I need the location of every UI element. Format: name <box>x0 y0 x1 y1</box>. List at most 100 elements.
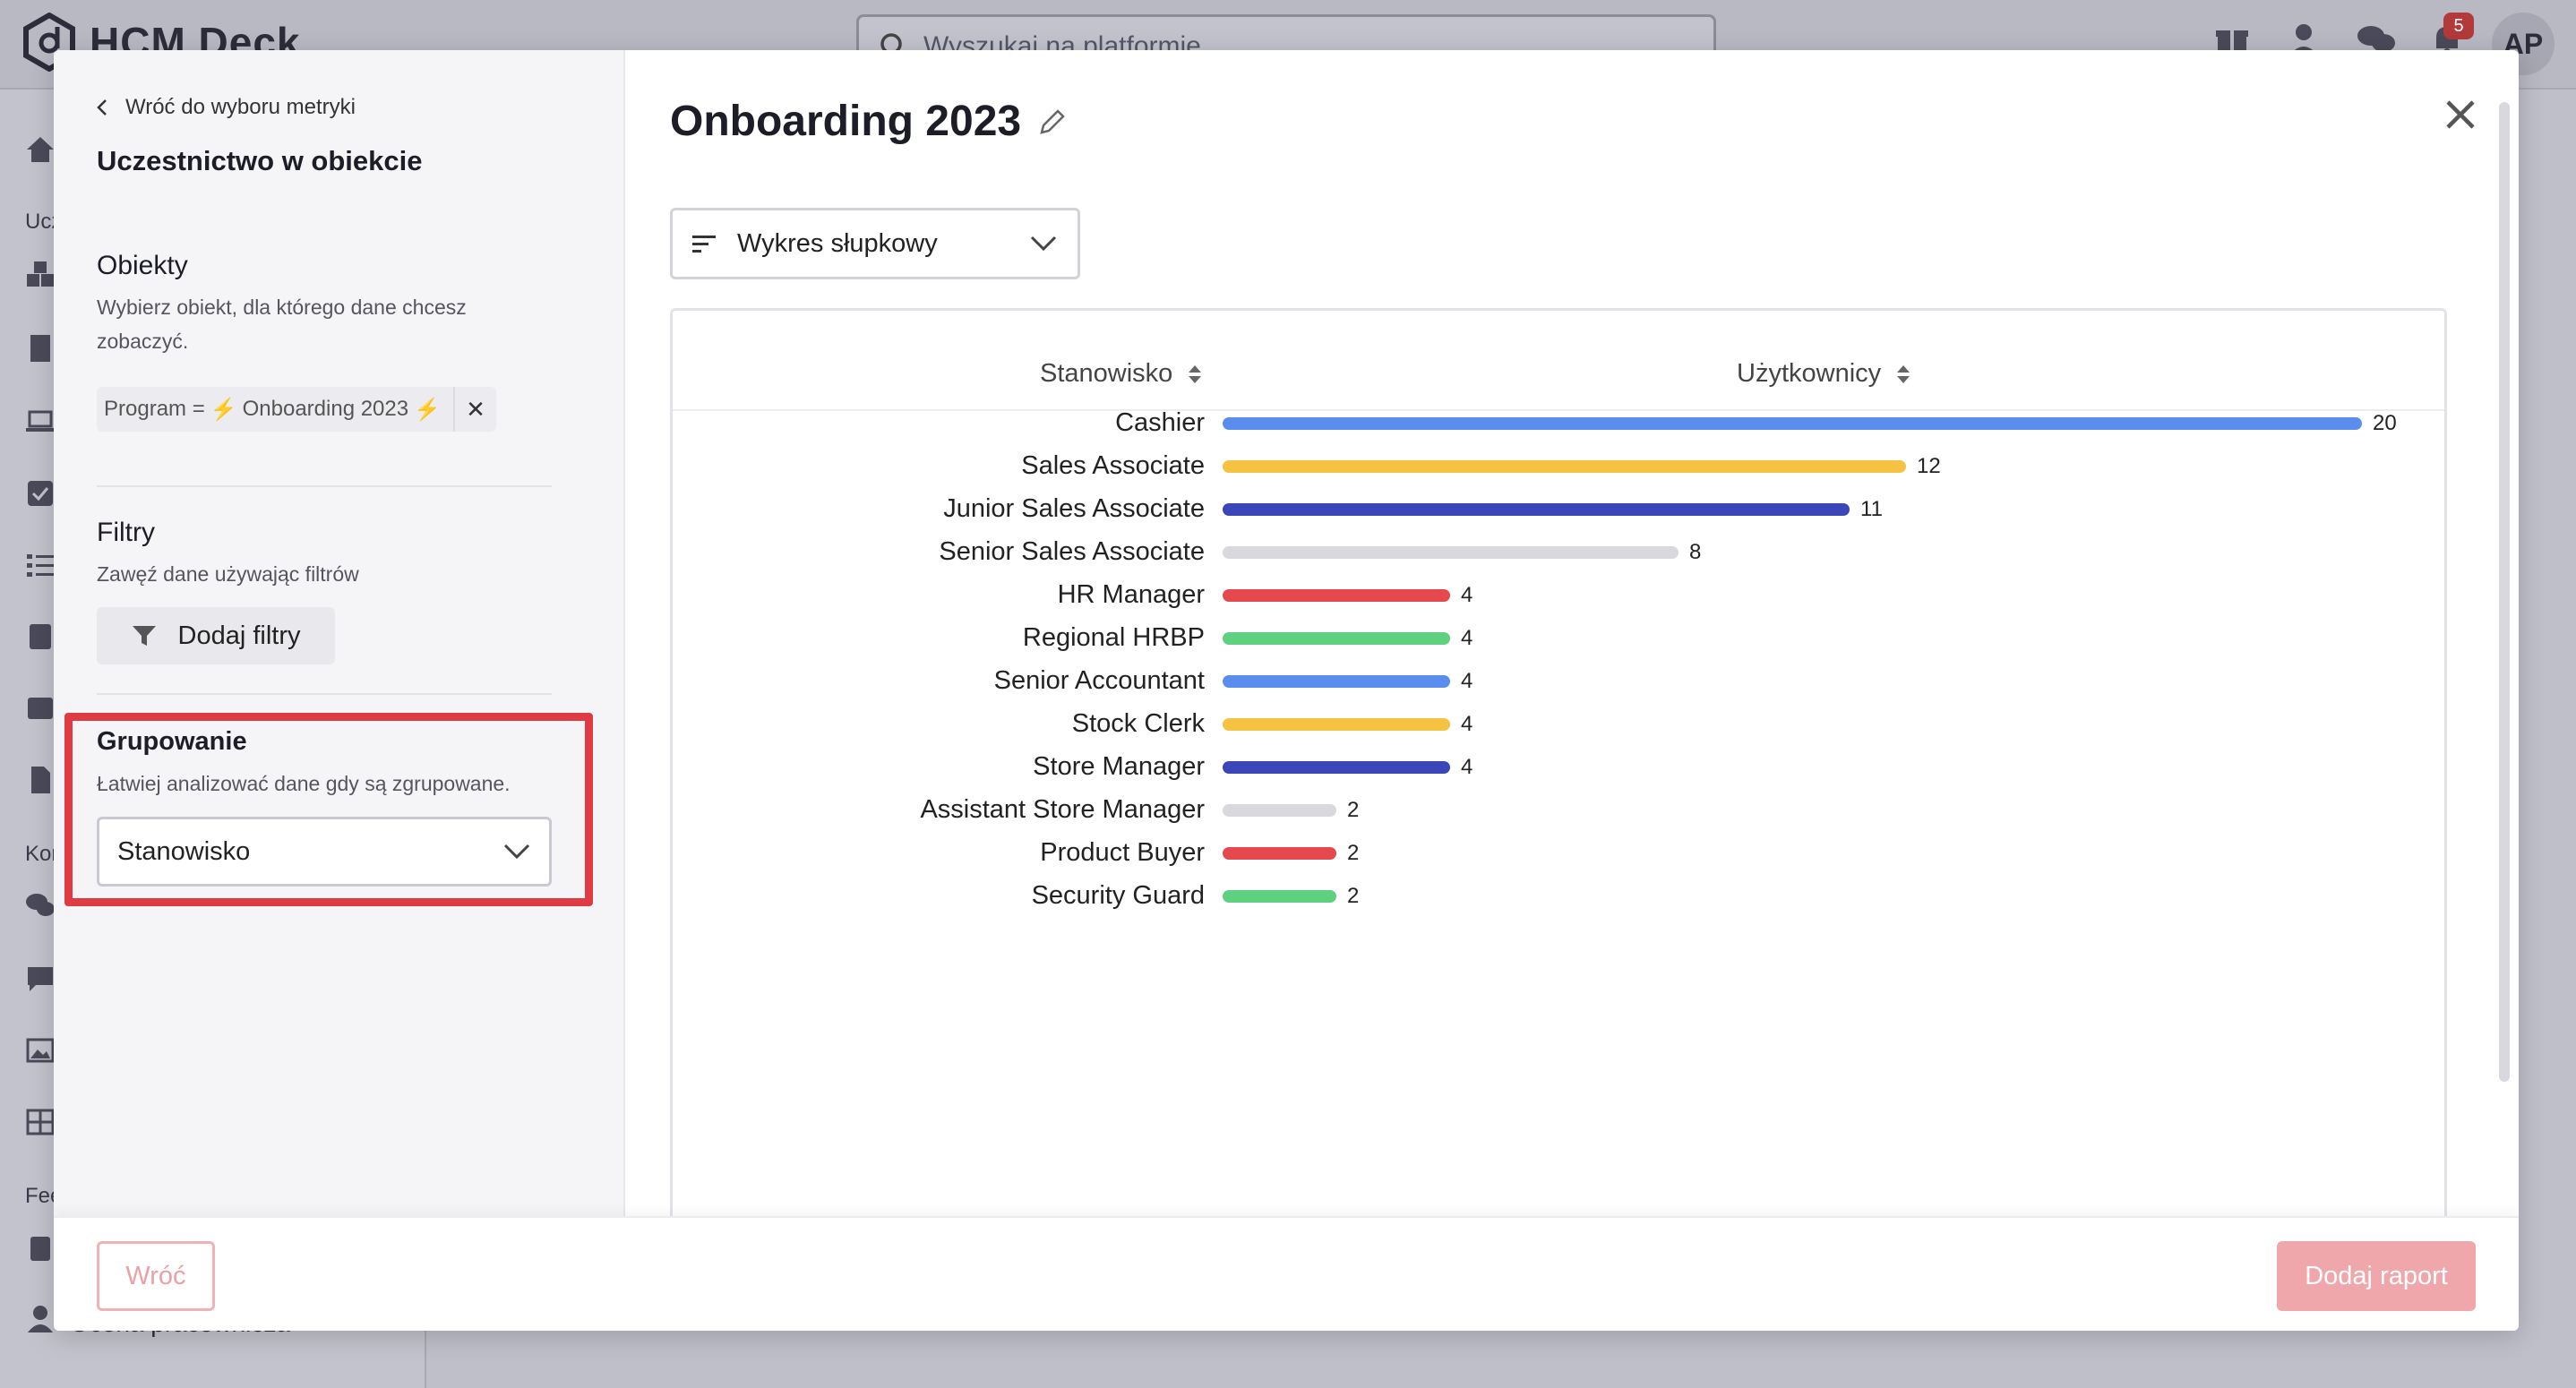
remove-chip-icon[interactable]: ✕ <box>466 395 485 423</box>
bar[interactable] <box>1223 546 1679 559</box>
checkbox-icon[interactable] <box>25 478 56 509</box>
bar-chart: Stanowisko Użytkownicy Cashier 20 Sales As… <box>670 308 2447 1239</box>
column-header-label: Stanowisko <box>1040 359 1173 388</box>
bar-chart-icon <box>692 236 716 253</box>
value-label: 2 <box>1347 798 1360 822</box>
metric-title: Uczestnictwo w obiekcie <box>97 145 423 176</box>
add-filters-label: Dodaj filtry <box>177 621 301 650</box>
value-label: 4 <box>1461 626 1473 650</box>
category-label: Stock Clerk <box>1071 709 1205 738</box>
value-label: 4 <box>1461 755 1473 779</box>
building-icon[interactable] <box>25 333 56 364</box>
bar[interactable] <box>1223 503 1850 516</box>
table-icon[interactable] <box>25 1107 56 1137</box>
category-label: Senior Sales Associate <box>939 537 1205 566</box>
objects-description: Wybierz obiekt, dla którego dane chcesz … <box>97 296 467 353</box>
bar[interactable] <box>1223 847 1336 860</box>
category-label: Assistant Store Manager <box>920 795 1205 824</box>
value-label: 11 <box>1860 497 1883 521</box>
value-label: 2 <box>1347 841 1360 865</box>
bar[interactable] <box>1223 761 1450 774</box>
bar[interactable] <box>1223 675 1450 688</box>
chip-value: Onboarding 2023 <box>242 397 409 421</box>
category-label: Product Buyer <box>1040 838 1205 867</box>
section-divider <box>97 485 552 487</box>
report-title-text: Onboarding 2023 <box>670 98 1022 145</box>
chat-icon[interactable] <box>2356 21 2397 57</box>
column-header-users[interactable]: Użytkownicy <box>1737 359 1911 389</box>
value-label: 4 <box>1461 583 1473 607</box>
filters-description: Zawęź dane używając filtrów <box>97 562 359 586</box>
boxes-icon[interactable] <box>25 260 56 290</box>
chart-type-value: Wykres słupkowy <box>737 228 938 258</box>
bolt-icon: ⚡ <box>414 397 441 422</box>
back-button[interactable]: Wróć <box>97 1241 215 1311</box>
checklist-icon[interactable] <box>25 550 56 580</box>
notification-badge: 5 <box>2443 13 2474 39</box>
column-header-label: Użytkownicy <box>1737 359 1882 388</box>
clipboard-icon[interactable] <box>25 1232 56 1263</box>
bar[interactable] <box>1223 804 1336 817</box>
category-label: HR Manager <box>1057 580 1205 609</box>
header-divider <box>673 409 2444 411</box>
comments-icon[interactable] <box>25 890 56 921</box>
gallery-icon[interactable] <box>25 1035 56 1066</box>
category-label: Junior Sales Associate <box>943 494 1205 523</box>
grouping-title: Grupowanie <box>97 727 247 756</box>
category-label: Store Manager <box>1033 752 1205 781</box>
grouping-select[interactable]: Stanowisko <box>97 817 552 887</box>
back-link-label: Wróć do wyboru metryki <box>125 95 356 119</box>
bar[interactable] <box>1223 718 1450 731</box>
value-label: 20 <box>2373 411 2397 435</box>
category-label: Sales Associate <box>1021 451 1205 480</box>
file-icon[interactable] <box>25 765 56 795</box>
bar[interactable] <box>1223 460 1906 473</box>
report-modal: Wróć do wyboru metryki Uczestnictwo w ob… <box>54 50 2519 1331</box>
value-label: 2 <box>1347 884 1360 908</box>
chevron-down-icon <box>1030 236 1057 252</box>
category-label: Cashier <box>1115 408 1205 437</box>
chart-type-select[interactable]: Wykres słupkowy <box>670 208 1080 279</box>
newspaper-icon[interactable] <box>25 693 56 724</box>
add-report-button[interactable]: Dodaj raport <box>2277 1241 2476 1311</box>
message-icon[interactable] <box>25 964 56 994</box>
value-label: 8 <box>1689 540 1702 564</box>
grouping-description: Łatwiej analizować dane gdy są zgrupowan… <box>97 772 511 795</box>
value-label: 4 <box>1461 712 1473 736</box>
book-icon[interactable] <box>25 621 56 652</box>
gift-icon[interactable] <box>2214 21 2250 57</box>
value-label: 4 <box>1461 669 1473 693</box>
scrollbar[interactable] <box>2499 102 2510 1082</box>
section-divider <box>97 693 552 695</box>
modal-footer: Wróć Dodaj raport <box>54 1216 2519 1331</box>
chevron-down-icon <box>503 844 530 860</box>
bar[interactable] <box>1223 589 1450 602</box>
preview-panel: Onboarding 2023 Wykres słupkowy Stanowis… <box>627 50 2519 1239</box>
value-label: 12 <box>1917 454 1941 478</box>
back-to-metric-link[interactable]: Wróć do wyboru metryki <box>93 95 356 120</box>
close-icon[interactable] <box>2443 97 2478 133</box>
home-icon[interactable] <box>25 134 56 165</box>
sidebar-section-label: Kor <box>25 842 59 866</box>
chip-separator <box>452 387 455 432</box>
category-label: Senior Accountant <box>993 666 1205 695</box>
config-panel: Wróć do wyboru metryki Uczestnictwo w ob… <box>54 50 625 1216</box>
pencil-icon[interactable] <box>1037 107 1068 137</box>
chevron-left-icon <box>97 99 107 116</box>
add-filters-button[interactable]: Dodaj filtry <box>97 607 335 664</box>
filter-icon <box>132 626 156 646</box>
report-title: Onboarding 2023 <box>670 97 1068 146</box>
objects-title: Obiekty <box>97 251 188 280</box>
user-review-icon[interactable] <box>25 1304 56 1334</box>
bolt-icon: ⚡ <box>210 397 237 422</box>
category-label: Regional HRBP <box>1022 623 1205 652</box>
column-header-position[interactable]: Stanowisko <box>1040 359 1203 389</box>
sort-icon <box>1189 364 1202 383</box>
laptop-icon[interactable] <box>25 407 56 437</box>
bar[interactable] <box>1223 417 2362 430</box>
bar[interactable] <box>1223 890 1336 903</box>
grouping-selected-value: Stanowisko <box>117 836 251 866</box>
bar[interactable] <box>1223 632 1450 645</box>
filters-title: Filtry <box>97 518 155 547</box>
logo-icon <box>23 13 75 72</box>
